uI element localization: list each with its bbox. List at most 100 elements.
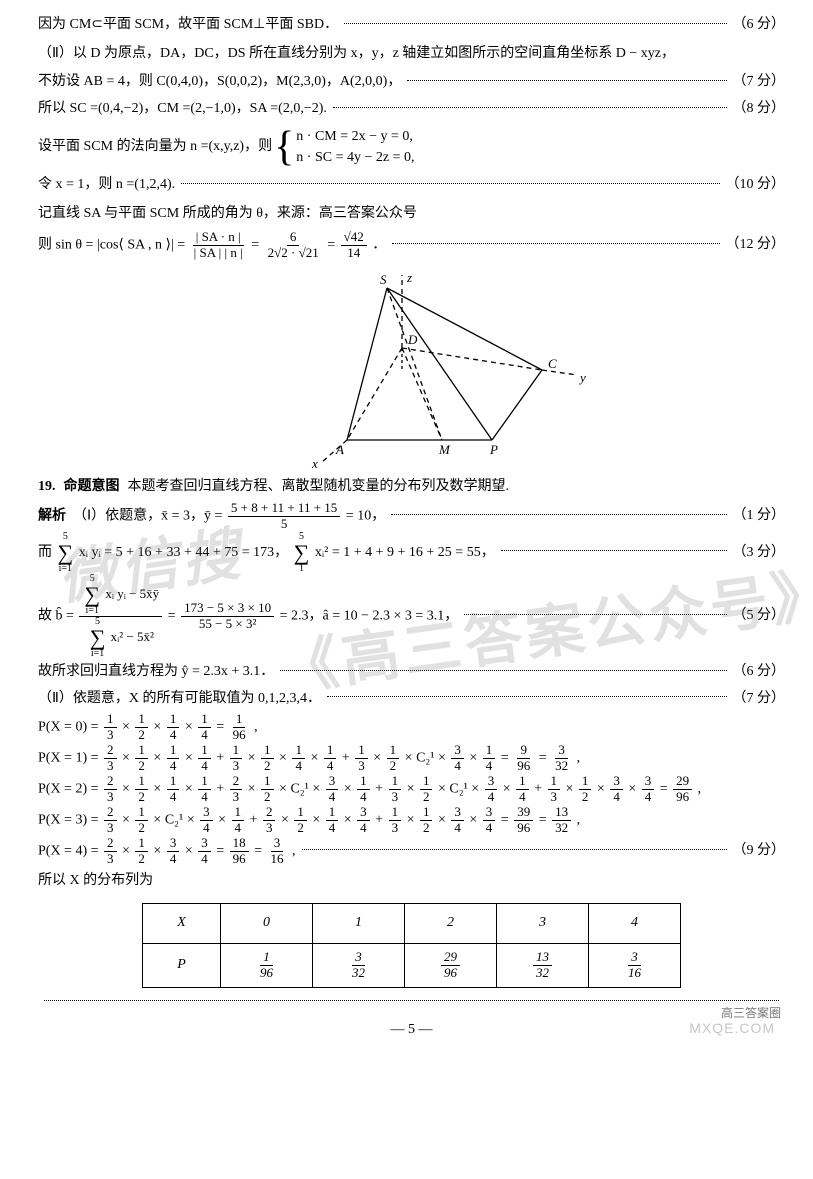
sigma-2: 5 ∑ 1 xyxy=(294,532,310,574)
lbl-y: y xyxy=(578,370,586,385)
frac-num: 13 xyxy=(552,805,571,821)
frac-den: 3 xyxy=(104,821,117,836)
frac-num: 1 xyxy=(167,743,180,759)
prob-frac: 34 xyxy=(326,774,339,805)
prob-frac: 23 xyxy=(104,836,117,867)
prob-frac: 34 xyxy=(451,805,464,836)
frac-den: 96 xyxy=(673,790,692,805)
th-1: 1 xyxy=(313,904,405,944)
cell-den: 96 xyxy=(441,966,460,981)
px-eq: = xyxy=(213,843,228,858)
frac-den: 3 xyxy=(230,759,243,774)
q18-l3-text: 不妨设 AB = 4，则 C(0,4,0)，S(0,0,2)，M(2,3,0)，… xyxy=(38,69,401,96)
frac-num: 1 xyxy=(292,743,305,759)
prob-frac: 13 xyxy=(548,774,561,805)
p4-text: 故所求回归直线方程为 ŷ = 2.3x + 3.1． xyxy=(38,659,274,686)
q18-l1-text: 因为 CM⊂平面 SCM，故平面 SCM⊥平面 SBD． xyxy=(38,12,338,39)
frac-num: 1 xyxy=(261,743,274,759)
prob-frac: 12 xyxy=(135,805,148,836)
frac-sa-n: | SA · n | | SA | | n | xyxy=(191,230,246,261)
px-text: P(X = 2) = 23 × 12 × 14 × 14 + 23 × 12 ×… xyxy=(38,774,701,805)
p3-score: （5 分） xyxy=(733,603,786,630)
frac-num: 1 xyxy=(389,805,402,821)
px-line-0: P(X = 0) = 13 × 12 × 14 × 14 = 196 , xyxy=(38,712,785,743)
dots xyxy=(391,514,726,515)
prob-frac: 14 xyxy=(198,712,211,743)
frac-num: 2 xyxy=(263,805,276,821)
px-op: × xyxy=(150,751,165,766)
frac-den: 4 xyxy=(642,790,655,805)
frac-den: 2 xyxy=(294,821,307,836)
frac-den: 3 xyxy=(548,790,561,805)
tc-1: 332 xyxy=(313,943,405,987)
px-res-op: = xyxy=(251,843,266,858)
q18-sin-line: 则 sin θ = |cos⟨ SA , n ⟩| = | SA · n | |… xyxy=(38,230,785,261)
p3-bigden: 5 ∑ i=1 xᵢ² − 5x̄² xyxy=(85,617,157,659)
f2-num: 6 xyxy=(287,230,300,246)
frac-den: 96 xyxy=(230,852,249,867)
px-op: + xyxy=(213,751,228,766)
frac-den: 2 xyxy=(420,790,433,805)
cell-num: 29 xyxy=(441,950,460,966)
prob-frac: 34 xyxy=(642,774,655,805)
th-0: 0 xyxy=(221,904,313,944)
f1-den: | SA | | n | xyxy=(191,246,246,261)
frac-num: 1 xyxy=(261,774,274,790)
prob-frac: 332 xyxy=(552,743,571,774)
px-op: × xyxy=(466,751,481,766)
q18-l1-score: （6 分） xyxy=(733,12,786,39)
prob-frac: 12 xyxy=(135,836,148,867)
q19-p2-text: 而 5 ∑ i=1 xᵢ yᵢ = 5 + 16 + 33 + 44 + 75 … xyxy=(38,532,495,574)
prob-frac: 14 xyxy=(483,743,496,774)
frac-num: 1 xyxy=(230,743,243,759)
p1-pre: （Ⅰ）依题意，x̄ = 3，ȳ = xyxy=(73,509,226,524)
p3-f2-num: 173 − 5 × 3 × 10 xyxy=(181,601,274,617)
sigma-4: 5 ∑ i=1 xyxy=(90,617,106,659)
px-op: × xyxy=(119,720,134,735)
prob-frac: 34 xyxy=(483,805,496,836)
q18-sin: 则 sin θ = |cos⟨ SA , n ⟩| = | SA · n | |… xyxy=(38,230,386,261)
prob-frac: 14 xyxy=(292,743,305,774)
frac-num: 1 xyxy=(355,743,368,759)
frac-num: 1 xyxy=(516,774,529,790)
q18-normal-pre: 设平面 SCM 的法向量为 n =(x,y,z)，则 xyxy=(38,134,272,161)
frac-num: 1 xyxy=(324,743,337,759)
px-op: × C₂¹ × xyxy=(276,782,324,797)
q18-sin-score: （12 分） xyxy=(726,232,786,259)
q19-p4: 故所求回归直线方程为 ŷ = 2.3x + 3.1． （6 分） xyxy=(38,659,785,686)
frac-den: 4 xyxy=(232,821,245,836)
frac-num: 1 xyxy=(135,805,148,821)
frac-den: 32 xyxy=(552,759,571,774)
f1-num: | SA · n | xyxy=(193,230,244,246)
frac-den: 4 xyxy=(167,790,180,805)
q19-p5: （Ⅱ）依题意，X 的所有可能取值为 0,1,2,3,4． （7 分） xyxy=(38,686,785,713)
px-op: × xyxy=(150,720,165,735)
cell-den: 96 xyxy=(257,966,276,981)
prob-frac: 3996 xyxy=(514,805,533,836)
prob-frac: 14 xyxy=(232,805,245,836)
px-lhs: P(X = 4) = xyxy=(38,843,102,858)
frac-den: 2 xyxy=(261,759,274,774)
px-text: P(X = 0) = 13 × 12 × 14 × 14 = 196 , xyxy=(38,712,258,743)
prob-frac: 13 xyxy=(104,712,117,743)
frac-num: 1 xyxy=(387,743,400,759)
frac-den: 4 xyxy=(451,821,464,836)
distribution-table: X 0 1 2 3 4 P 196 332 2996 1332 316 xyxy=(142,903,681,987)
px-tail: , xyxy=(289,843,296,858)
frac-result: √42 14 xyxy=(341,230,367,261)
th-x: X xyxy=(143,904,221,944)
px-score: （9 分） xyxy=(733,838,786,865)
lbl-m: M xyxy=(438,442,451,457)
eq1: = xyxy=(251,237,262,252)
prob-frac: 23 xyxy=(263,805,276,836)
prob-frac: 34 xyxy=(357,805,370,836)
prob-frac: 23 xyxy=(104,805,117,836)
prob-frac: 12 xyxy=(135,712,148,743)
frac-den: 4 xyxy=(200,821,213,836)
frac-den: 2 xyxy=(135,852,148,867)
frac-num: 3 xyxy=(485,774,498,790)
frac-6: 6 2√2 · √21 xyxy=(265,230,322,261)
frac-den: 3 xyxy=(355,759,368,774)
frac-den: 4 xyxy=(357,790,370,805)
q18-line2: （Ⅱ）以 D 为原点，DA，DC，DS 所在直线分别为 x，y，z 轴建立如图所… xyxy=(38,41,785,68)
